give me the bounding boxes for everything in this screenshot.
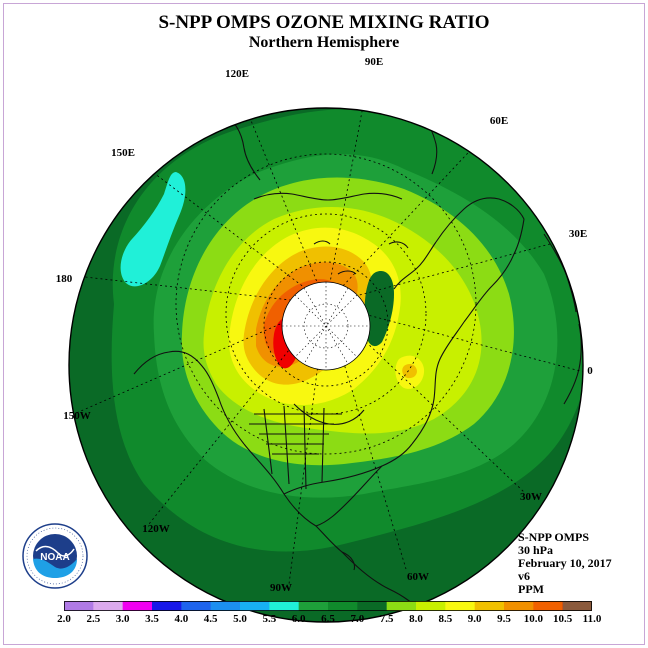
cyan-patch-pacific xyxy=(120,172,186,287)
orange-patch-europe xyxy=(402,363,417,379)
colorbar-swatch xyxy=(533,601,564,611)
colorbar-tick-label: 8.5 xyxy=(438,613,453,625)
colorbar-tick-label: 3.5 xyxy=(145,613,159,625)
info-instrument: S-NPP OMPS xyxy=(518,530,589,544)
lon-label-30e: 30E xyxy=(569,228,587,240)
colorbar-swatch xyxy=(210,601,241,611)
colorbar-swatch xyxy=(562,601,592,611)
noaa-emblem-icon: NOAA xyxy=(22,523,88,589)
colorbar-swatch xyxy=(64,601,94,611)
lon-label-60w: 60W xyxy=(407,571,429,583)
figure-frame: S-NPP OMPS OZONE MIXING RATIO Northern H… xyxy=(3,3,645,645)
lon-label-30w: 30W xyxy=(520,491,542,503)
colorbar-swatch xyxy=(357,601,388,611)
colorbar-tick-label: 9.5 xyxy=(497,613,511,625)
colorbar-swatch xyxy=(93,601,124,611)
colorbar-swatch xyxy=(328,601,358,611)
colorbar-swatch xyxy=(504,601,534,611)
colorbar-tick-label: 4.5 xyxy=(203,613,218,625)
low-ozone-tongue xyxy=(364,270,394,347)
colorbar-swatch xyxy=(122,601,153,611)
colorbar-tick-label: 10.5 xyxy=(553,613,573,625)
colorbar-swatch xyxy=(298,601,329,611)
colorbar-tick-label: 10.0 xyxy=(523,613,543,625)
colorbar-tick-label: 6.0 xyxy=(291,613,306,625)
lon-label-180: 180 xyxy=(56,273,73,285)
colorbar-swatch xyxy=(445,601,476,611)
lon-label-0: 0 xyxy=(587,365,593,377)
info-date: February 10, 2017 xyxy=(518,556,612,570)
colorbar-outline xyxy=(64,601,592,611)
colorbar-tick-label: 7.5 xyxy=(379,613,394,625)
colorbar-tick-label: 3.0 xyxy=(115,613,130,625)
info-units: PPM xyxy=(518,582,544,596)
lon-label-150w: 150W xyxy=(63,410,91,422)
noaa-logo: NOAA xyxy=(22,523,88,594)
info-pressure-level: 30 hPa xyxy=(518,543,554,557)
colorbar-swatch xyxy=(416,601,446,611)
colorbar-tick-label: 8.0 xyxy=(409,613,423,625)
colorbar-tick-label: 4.0 xyxy=(174,613,189,625)
colorbar-swatch xyxy=(181,601,212,611)
colorbar-tick-label: 7.0 xyxy=(350,613,365,625)
colorbar-tick-label: 5.0 xyxy=(233,613,247,625)
lon-label-120w: 120W xyxy=(142,523,170,535)
noaa-logo-text: NOAA xyxy=(40,552,69,563)
colorbar-swatch xyxy=(240,601,270,611)
map-subtitle: Northern Hemisphere xyxy=(248,34,400,51)
colorbar-swatch xyxy=(474,601,505,611)
colorbar-tick-label: 9.0 xyxy=(467,613,482,625)
colorbar-swatch xyxy=(386,601,417,611)
map-disk-outline xyxy=(68,107,584,623)
colorbar xyxy=(64,601,592,611)
graticule xyxy=(73,108,583,585)
lon-label-150e: 150E xyxy=(111,147,135,159)
colorbar-tick-label: 2.0 xyxy=(57,613,71,625)
info-version: v6 xyxy=(518,569,530,583)
lon-label-120e: 120E xyxy=(225,68,249,80)
colorbar-tick-label: 11.0 xyxy=(582,613,602,625)
lon-label-90e: 90E xyxy=(365,56,383,68)
colorbar-tick-label: 6.5 xyxy=(321,613,335,625)
colorbar-swatch xyxy=(152,601,182,611)
map-title: S-NPP OMPS OZONE MIXING RATIO xyxy=(158,12,490,33)
polar-ozone-map: 90E 60E 30E 0 30W 60W 90W 120W 150W 180 … xyxy=(56,56,593,623)
colorbar-swatch xyxy=(269,601,300,611)
colorbar-tick-label: 2.5 xyxy=(86,613,101,625)
colorbar-tick-label: 5.5 xyxy=(262,613,277,625)
lon-label-60e: 60E xyxy=(490,115,508,127)
polar-cap-grid xyxy=(282,282,370,370)
lon-label-90w: 90W xyxy=(270,582,292,594)
